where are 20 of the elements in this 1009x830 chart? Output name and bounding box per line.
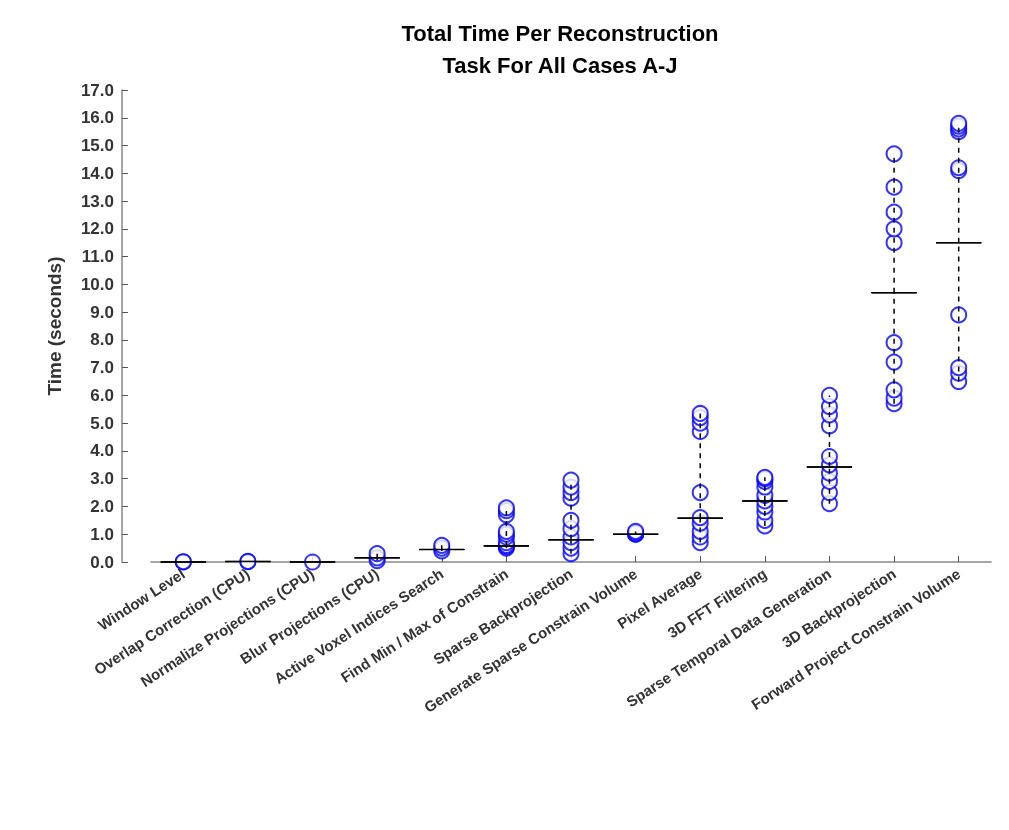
y-tick-label: 4.0 xyxy=(90,441,114,461)
y-tick-label: 8.0 xyxy=(90,330,114,350)
y-tick-label: 11.0 xyxy=(81,247,114,267)
y-tick-label: 6.0 xyxy=(90,385,114,405)
y-tick-label: 16.0 xyxy=(80,108,114,128)
y-tick-label: 5.0 xyxy=(90,413,114,433)
y-tick-label: 7.0 xyxy=(90,358,114,378)
y-tick-label: 0.0 xyxy=(90,552,114,572)
y-tick-label: 13.0 xyxy=(80,191,114,211)
y-tick-label: 3.0 xyxy=(90,469,114,489)
y-tick-label: 12.0 xyxy=(80,219,114,239)
y-tick-label: 1.0 xyxy=(90,524,114,544)
y-tick-label: 15.0 xyxy=(80,136,114,156)
y-tick-label: 17.0 xyxy=(80,80,114,100)
y-tick-label: 9.0 xyxy=(90,302,114,322)
y-tick-label: 2.0 xyxy=(90,496,114,516)
y-tick-label: 10.0 xyxy=(80,274,114,294)
y-tick-label: 14.0 xyxy=(80,163,114,183)
chart-title: Total Time Per Reconstruction Task For All Cases A-J xyxy=(401,20,719,78)
y-axis-title: Time (seconds) xyxy=(44,256,65,396)
